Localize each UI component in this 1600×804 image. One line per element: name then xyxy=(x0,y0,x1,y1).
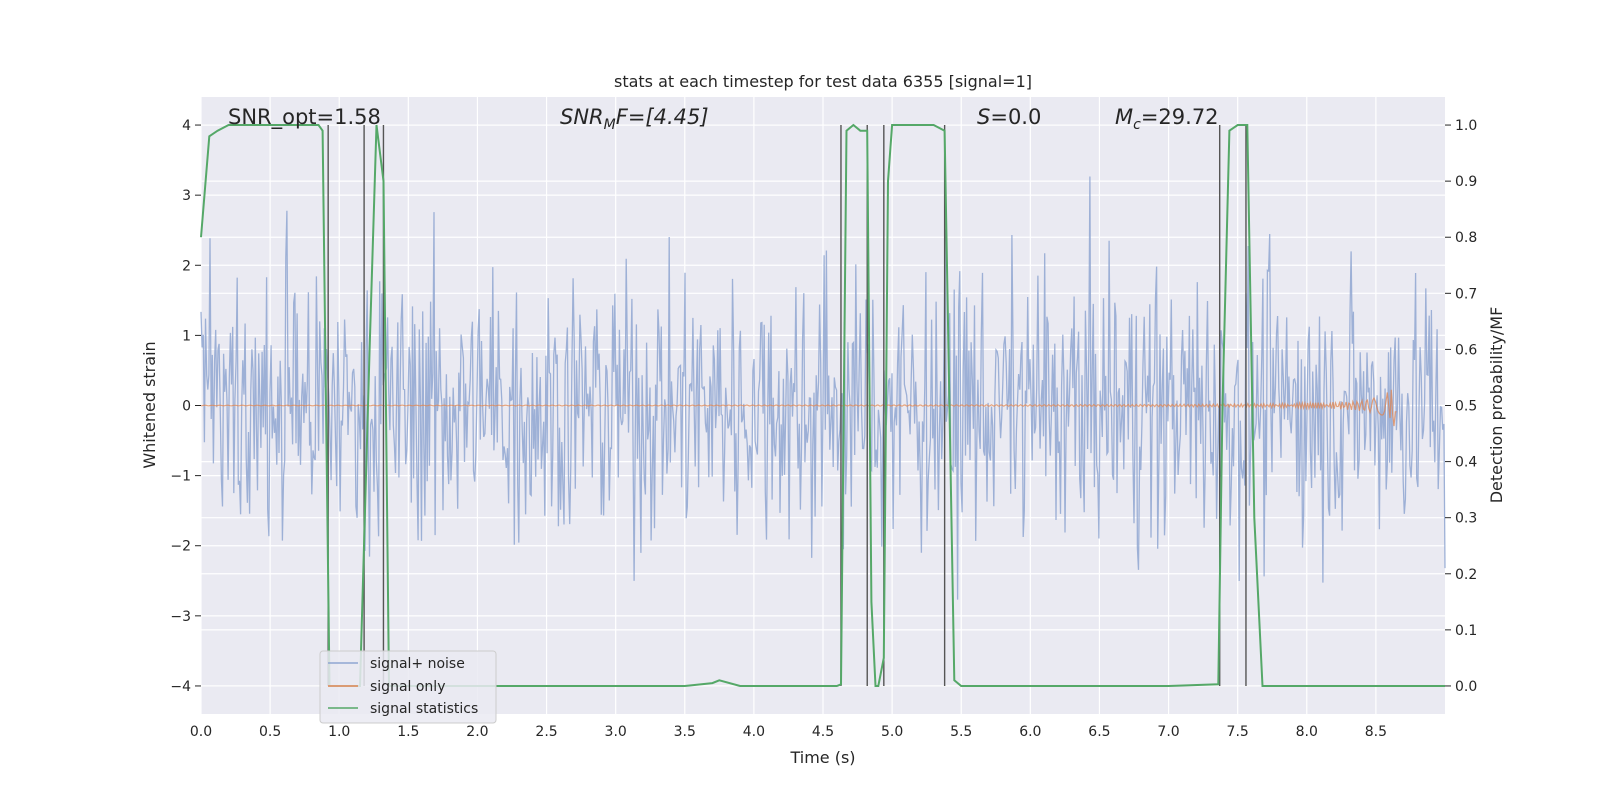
x-tick-label: 3.0 xyxy=(605,724,627,740)
x-tick-label: 4.5 xyxy=(812,724,834,740)
y2-tick-label: 0.4 xyxy=(1455,455,1477,471)
y2-tick-label: 0.6 xyxy=(1455,342,1477,358)
x-tick-label: 2.5 xyxy=(535,724,557,740)
x-tick-label: 6.5 xyxy=(1088,724,1110,740)
x-tick-label: 5.5 xyxy=(950,724,972,740)
x-tick-label: 5.0 xyxy=(881,724,903,740)
x-tick-label: 1.0 xyxy=(328,724,350,740)
statistics-line xyxy=(200,123,1445,687)
signal-only-series xyxy=(200,389,1397,427)
y2-tick-label: 1.0 xyxy=(1455,118,1477,134)
y2-tick-label: 0.1 xyxy=(1455,623,1477,639)
y-tick-label: 3 xyxy=(182,188,191,204)
y2-tick-label: 0.3 xyxy=(1455,511,1477,527)
x-tick-label: 0.5 xyxy=(259,724,281,740)
chirp-line xyxy=(200,389,1397,427)
y2-tick-label: 0.7 xyxy=(1455,286,1477,302)
x-tick-label: 6.0 xyxy=(1019,724,1041,740)
legend-label-signal: signal only xyxy=(370,679,445,695)
mc-annotation: Mc=29.72 xyxy=(1115,105,1219,133)
y2-tick-label: 0.9 xyxy=(1455,174,1477,190)
y2-tick-label: 0.5 xyxy=(1455,399,1477,415)
y-tick-label: 1 xyxy=(182,328,191,344)
y-tick-label: 4 xyxy=(182,118,191,134)
y-tick-label: −4 xyxy=(170,679,191,695)
x-tick-label: 7.5 xyxy=(1227,724,1249,740)
noise-line xyxy=(200,176,1446,600)
legend-label-noise: signal+ noise xyxy=(370,656,465,672)
legend-box xyxy=(319,650,497,724)
s-annotation: S=0.0 xyxy=(977,105,1041,129)
signal-noise-series xyxy=(200,176,1446,600)
legend: signal+ noise signal only signal statist… xyxy=(319,650,497,724)
x-tick-label: 8.5 xyxy=(1365,724,1387,740)
x-tick-label: 4.0 xyxy=(743,724,765,740)
snr-opt-annotation: SNR_opt=1.58 xyxy=(228,105,381,130)
y2-axis-label: Detection probability/MF xyxy=(1487,307,1506,504)
y2-tick-label: 0.8 xyxy=(1455,230,1477,246)
legend-label-stats: signal statistics xyxy=(370,701,478,717)
chart-title: stats at each timestep for test data 635… xyxy=(614,72,1032,91)
y-tick-label: −2 xyxy=(170,539,191,555)
x-tick-label: 3.5 xyxy=(674,724,696,740)
y-tick-label: 0 xyxy=(182,399,191,415)
x-axis-label: Time (s) xyxy=(789,748,855,767)
y2-tick-label: 0.0 xyxy=(1455,679,1477,695)
x-tick-label: 8.0 xyxy=(1296,724,1318,740)
x-tick-label: 7.0 xyxy=(1157,724,1179,740)
y2-tick-label: 0.2 xyxy=(1455,567,1477,583)
y-tick-label: 2 xyxy=(182,258,191,274)
x-tick-label: 0.0 xyxy=(190,724,212,740)
y-tick-label: −1 xyxy=(170,469,191,485)
y-tick-label: −3 xyxy=(170,609,191,625)
x-tick-label: 1.5 xyxy=(397,724,419,740)
snr-mf-annotation: SNRMF=[4.45] xyxy=(560,105,709,133)
signal-statistics-series xyxy=(200,123,1445,687)
x-tick-label: 2.0 xyxy=(466,724,488,740)
tick-labels: 0.0 0.5 1.0 1.5 2.0 2.5 3.0 3.5 4.0 4.5 5.0 5.5 6.0 6… xyxy=(170,118,1477,740)
y-axis-label: Whitened strain xyxy=(140,341,159,468)
